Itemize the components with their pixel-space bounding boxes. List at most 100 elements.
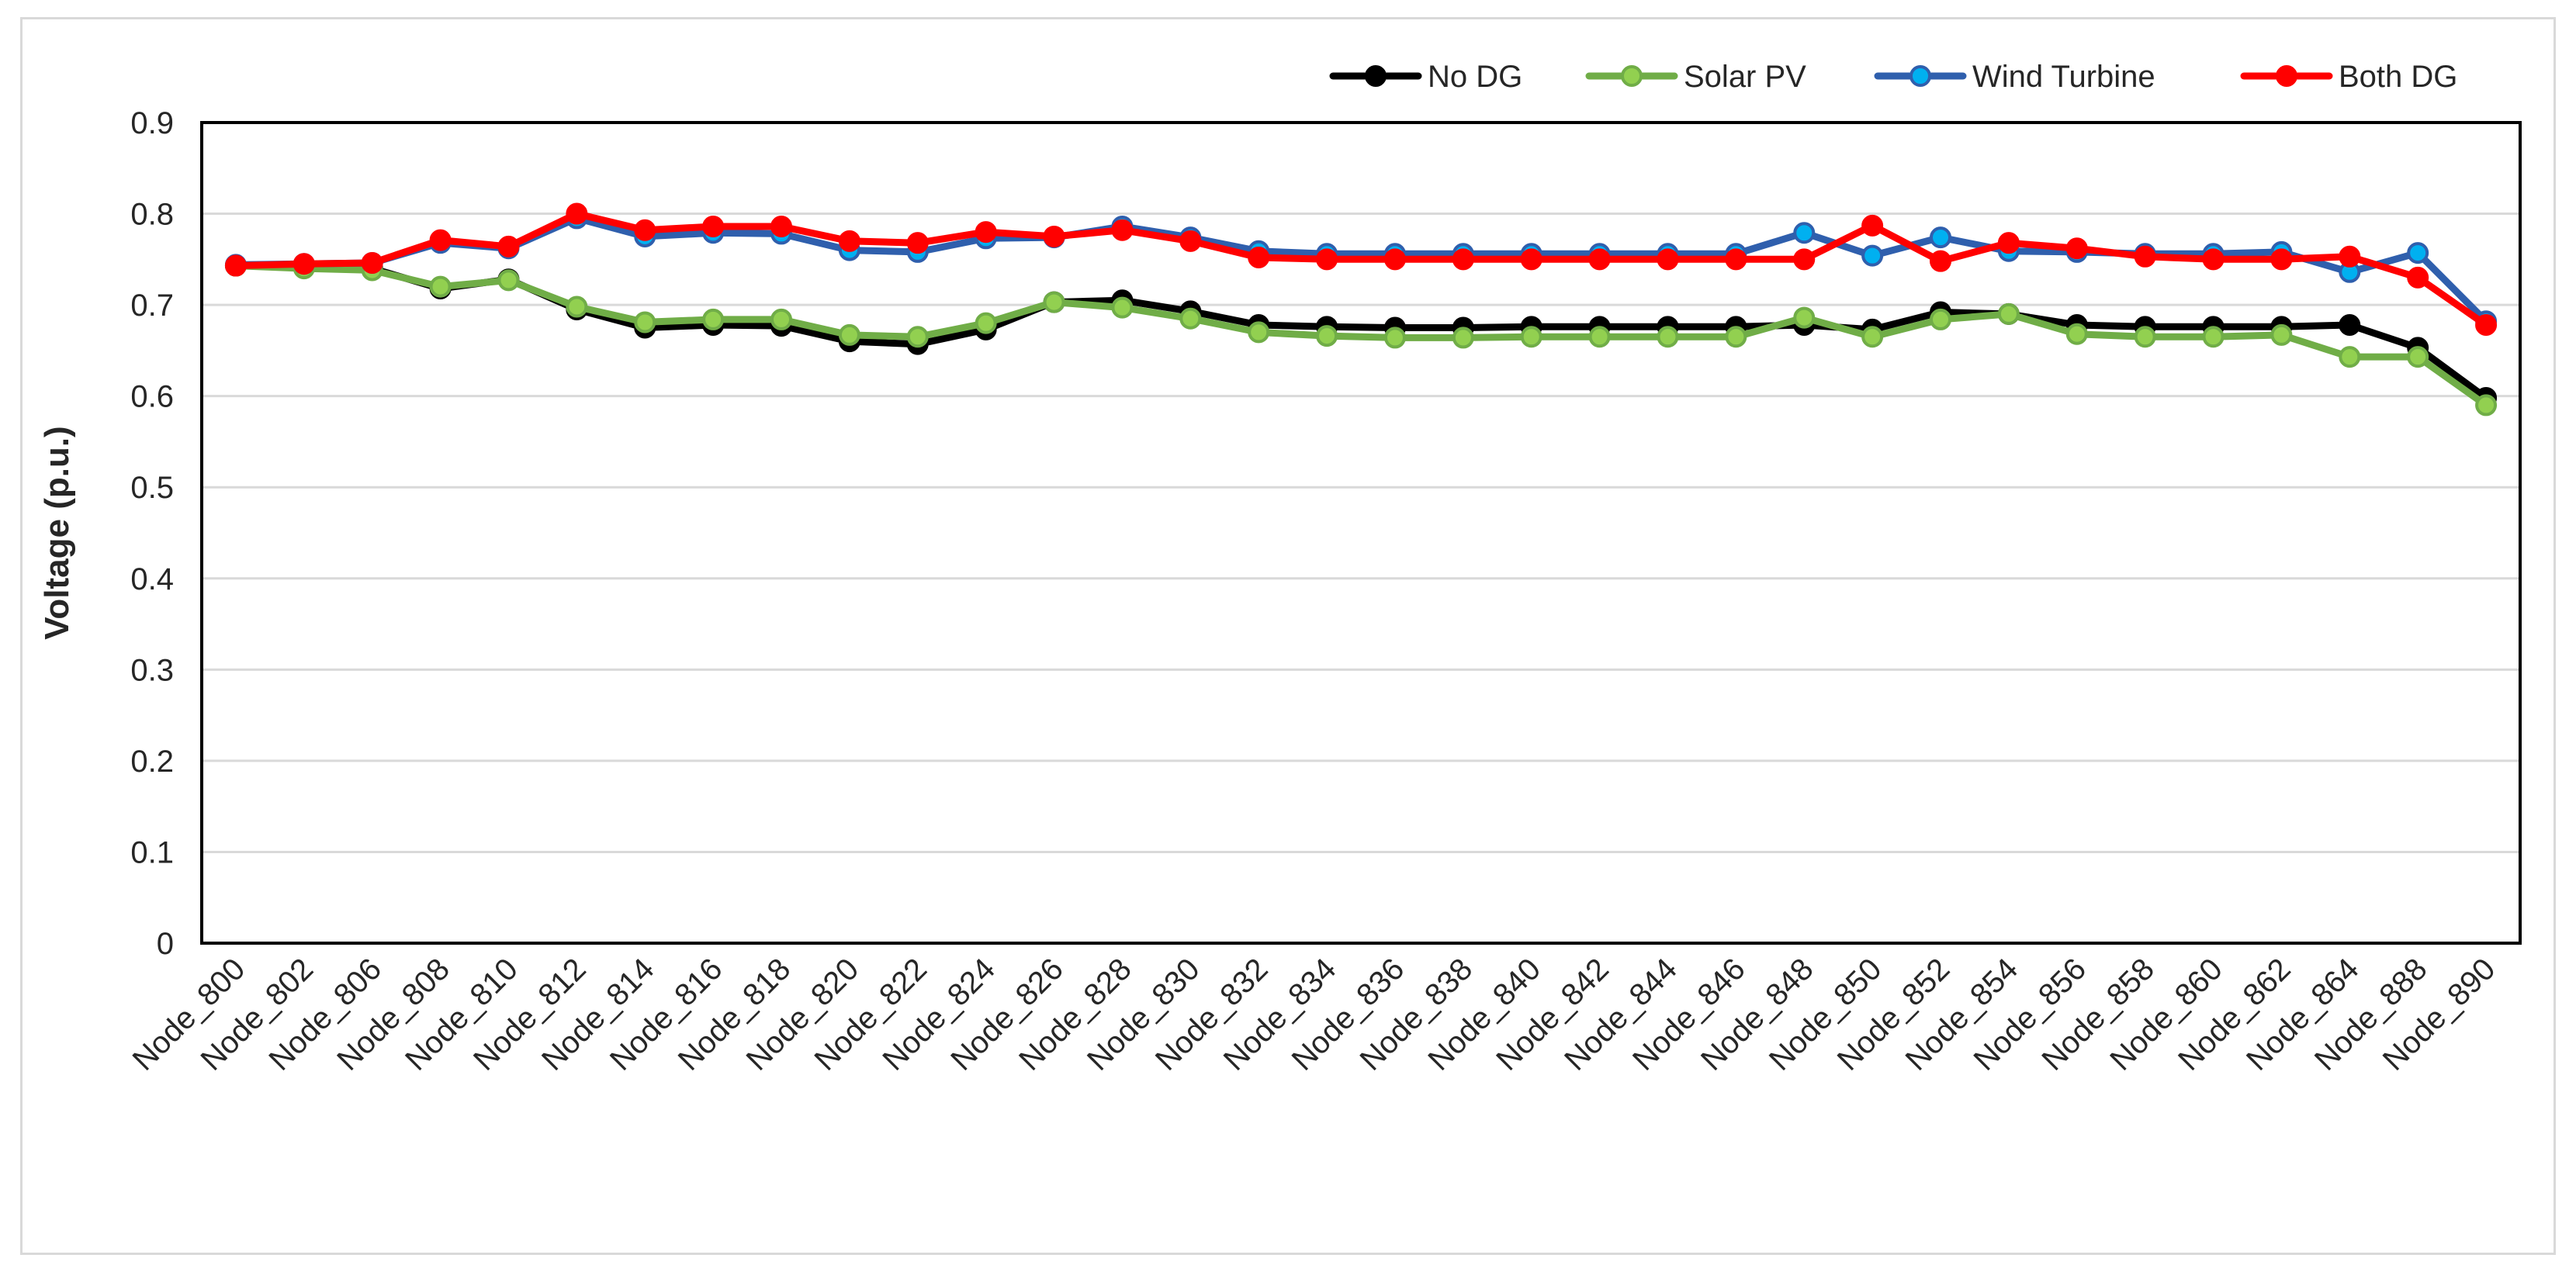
y-tick-label: 0.5 — [130, 471, 174, 505]
y-tick-label: 0 — [157, 927, 174, 961]
data-point-solar-pv — [1588, 326, 1611, 348]
data-point-both-dg — [1452, 248, 1474, 271]
legend-marker-both-dg — [2276, 65, 2297, 87]
data-point-both-dg — [429, 229, 452, 251]
data-point-both-dg — [770, 216, 792, 238]
data-point-both-dg — [1793, 248, 1816, 271]
data-point-both-dg — [2339, 245, 2361, 268]
data-point-both-dg — [2134, 245, 2156, 268]
data-point-solar-pv — [906, 326, 929, 348]
data-point-solar-pv — [1383, 327, 1406, 349]
data-point-solar-pv — [2407, 346, 2429, 368]
data-point-both-dg — [1520, 248, 1542, 271]
data-point-solar-pv — [1316, 325, 1338, 347]
data-point-solar-pv — [2475, 394, 2498, 417]
data-point-both-dg — [1657, 248, 1679, 271]
data-point-solar-pv — [838, 323, 860, 346]
series-line-solar-pv — [232, 262, 2490, 409]
legend-label-wind-turbine: Wind Turbine — [1972, 60, 2155, 94]
data-point-both-dg — [975, 221, 997, 244]
series-both-dg — [224, 202, 2498, 336]
data-point-solar-pv — [1793, 306, 1816, 329]
legend-label-no-dg: No DG — [1428, 60, 1522, 94]
data-point-both-dg — [1861, 214, 1884, 237]
legend-marker-wind-turbine — [1909, 65, 1931, 87]
data-point-solar-pv — [1452, 327, 1474, 349]
y-axis-tick-labels: 0 0.1 0.2 0.3 0.4 0.5 0.6 0.7 0.8 0.9 — [130, 106, 174, 961]
y-axis-label: Voltage (p.u.) — [38, 426, 76, 639]
data-point-both-dg — [702, 216, 725, 238]
y-tick-label: 0.7 — [130, 289, 174, 323]
plot-area-border — [200, 121, 2522, 945]
data-point-solar-pv — [770, 308, 792, 330]
series-no-dg — [224, 254, 2498, 410]
chart-frame — [20, 17, 2556, 1255]
data-point-both-dg — [1725, 248, 1747, 271]
data-point-solar-pv — [1861, 326, 1884, 348]
data-point-solar-pv — [1657, 326, 1679, 348]
data-point-both-dg — [2475, 313, 2498, 336]
y-tick-label: 0.8 — [130, 198, 174, 232]
data-point-solar-pv — [2065, 323, 2088, 345]
legend-item-no-dg: No DG — [1329, 60, 1522, 94]
gridlines — [202, 213, 2520, 853]
y-tick-label: 0.1 — [130, 835, 174, 869]
legend-label-both-dg: Both DG — [2339, 60, 2457, 94]
data-point-solar-pv — [1179, 307, 1202, 330]
data-point-solar-pv — [1043, 291, 1065, 313]
data-point-both-dg — [1179, 230, 1202, 252]
data-point-both-dg — [293, 253, 315, 275]
data-point-solar-pv — [975, 312, 997, 334]
data-point-both-dg — [361, 252, 383, 275]
data-point-both-dg — [497, 235, 520, 258]
y-tick-label: 0.3 — [130, 653, 174, 687]
legend-marker-no-dg — [1365, 65, 1387, 87]
data-point-solar-pv — [429, 275, 452, 298]
data-point-solar-pv — [1111, 296, 1134, 319]
data-point-solar-pv — [2339, 346, 2361, 368]
data-point-solar-pv — [2270, 323, 2293, 346]
data-point-both-dg — [224, 254, 247, 277]
data-point-solar-pv — [1725, 326, 1747, 348]
legend: No DG Solar PV Wind Turbine Both DG — [1329, 60, 2457, 94]
data-point-solar-pv — [1930, 308, 1951, 330]
data-point-both-dg — [1316, 248, 1338, 271]
y-tick-label: 0.4 — [130, 562, 174, 596]
data-point-solar-pv — [2202, 326, 2225, 348]
data-point-solar-pv — [497, 269, 520, 292]
series-line-no-dg — [232, 262, 2490, 402]
data-point-solar-pv — [1248, 321, 1270, 344]
data-point-wind-turbine — [1793, 222, 1816, 244]
data-point-solar-pv — [566, 296, 588, 318]
data-point-wind-turbine — [1861, 244, 1884, 267]
data-point-both-dg — [906, 232, 929, 254]
series-solar-pv — [224, 254, 2498, 417]
y-tick-label: 0.6 — [130, 380, 174, 414]
data-point-both-dg — [838, 230, 860, 252]
data-point-both-dg — [566, 202, 588, 225]
legend-item-both-dg: Both DG — [2240, 60, 2457, 94]
data-point-both-dg — [1588, 248, 1611, 271]
data-point-both-dg — [2270, 248, 2293, 271]
legend-item-solar-pv: Solar PV — [1585, 60, 1806, 94]
legend-marker-solar-pv — [1621, 65, 1643, 87]
data-point-both-dg — [2407, 266, 2429, 289]
series-lines — [224, 202, 2498, 417]
data-point-both-dg — [1383, 248, 1406, 271]
data-point-both-dg — [1997, 232, 2020, 254]
data-point-no-dg — [2339, 313, 2361, 336]
legend-item-wind-turbine: Wind Turbine — [1874, 60, 2155, 94]
data-point-both-dg — [1930, 250, 1951, 272]
data-point-both-dg — [1111, 219, 1134, 241]
y-tick-label: 0.2 — [130, 745, 174, 779]
data-point-solar-pv — [1997, 302, 2020, 325]
data-point-wind-turbine — [1930, 226, 1951, 249]
data-point-both-dg — [2065, 237, 2088, 260]
data-point-solar-pv — [634, 311, 656, 334]
x-axis-tick-labels: Node_800Node_802Node_806Node_808Node_810… — [126, 952, 2502, 1077]
data-point-both-dg — [1043, 225, 1065, 247]
series-line-both-dg — [232, 210, 2490, 329]
data-point-solar-pv — [1520, 326, 1542, 348]
data-point-both-dg — [634, 219, 656, 241]
